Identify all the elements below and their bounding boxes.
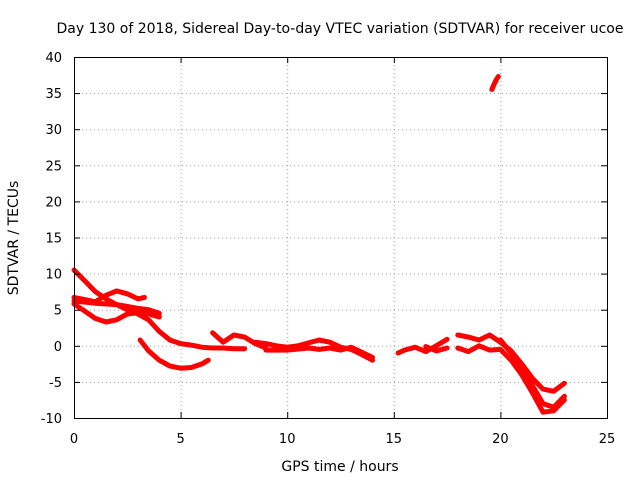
- y-tick-label: 0: [54, 340, 62, 355]
- series-arc-3: [71, 301, 162, 325]
- series-arc-9: [395, 336, 450, 356]
- series-arc-4: [71, 298, 162, 316]
- y-tick-label: 35: [45, 87, 62, 102]
- series-arc-8: [263, 344, 375, 360]
- y-tick-label: -10: [41, 412, 62, 427]
- y-tick-label: 5: [54, 304, 62, 319]
- series-arc-13: [497, 337, 567, 410]
- x-tick-label: 25: [599, 432, 616, 447]
- y-axis-label: SDTVAR / TECUs: [6, 181, 22, 296]
- y-tick-label: 30: [45, 123, 62, 138]
- y-tick-label: 10: [45, 268, 62, 283]
- x-tick-label: 5: [176, 432, 184, 447]
- x-tick-label: 20: [492, 432, 509, 447]
- y-tick-label: 40: [45, 51, 62, 66]
- series-layer: [71, 74, 567, 415]
- x-axis-label: GPS time / hours: [281, 459, 398, 475]
- x-tick-label: 10: [279, 432, 296, 447]
- series-arc-5: [137, 337, 211, 371]
- chart-title: Day 130 of 2018, Sidereal Day-to-day VTE…: [57, 21, 624, 37]
- plot-frame: [74, 57, 608, 419]
- y-tick-label: 20: [45, 195, 62, 210]
- y-tick-label: 15: [45, 232, 62, 247]
- y-tick-label: 25: [45, 159, 62, 174]
- x-tick-label: 15: [386, 432, 403, 447]
- series-arc-14: [489, 74, 501, 92]
- series-arc-12: [455, 343, 567, 415]
- grid: [74, 57, 607, 418]
- x-tick-label: 0: [70, 432, 78, 447]
- series-arc-10: [423, 344, 450, 354]
- y-tick-label: -5: [49, 376, 62, 391]
